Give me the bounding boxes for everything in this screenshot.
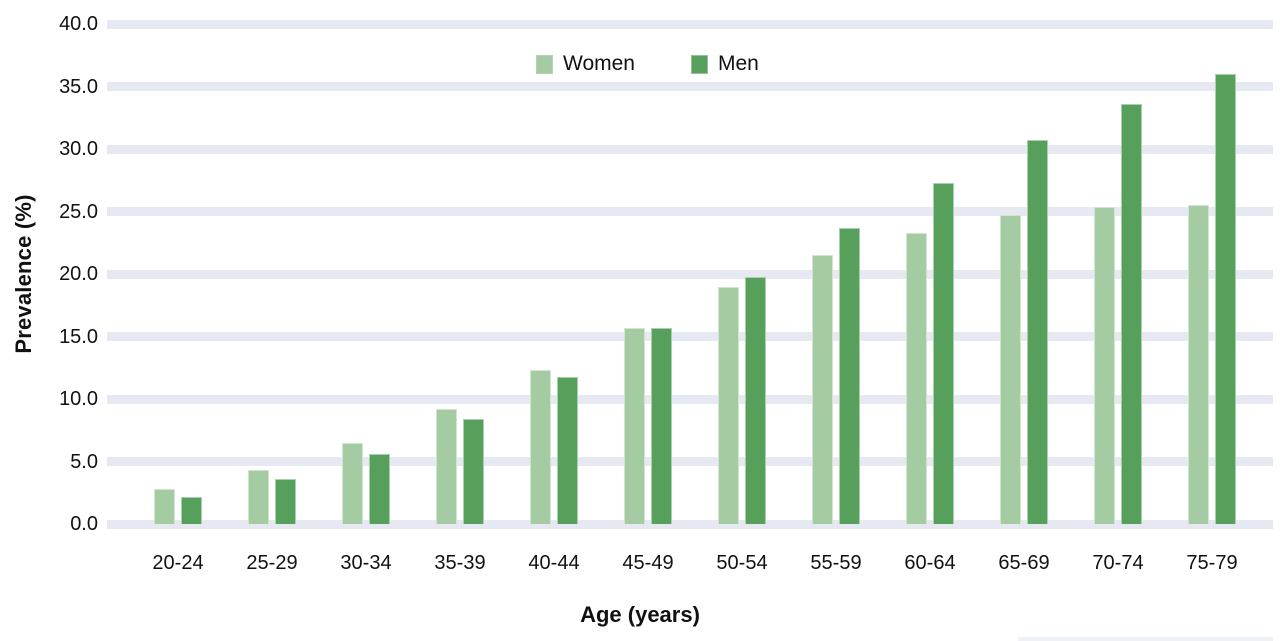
women-swatch-icon: [536, 54, 553, 74]
bar-men-20-24: [181, 496, 202, 524]
bar-women-55-59: [812, 255, 833, 524]
bar-men-35-39: [463, 419, 484, 524]
y-tick-label-15: 15.0: [59, 325, 98, 348]
gridline-15: [107, 332, 1273, 341]
y-tick-label-10: 10.0: [59, 388, 98, 410]
bar-group-40-44: [507, 24, 601, 524]
bar-women-60-64: [906, 232, 927, 524]
bar-women-30-34: [342, 442, 363, 524]
plot-area: [107, 19, 1273, 529]
y-tick-label-20: 20.0: [59, 263, 98, 285]
x-tick-label-45-49: 45-49: [622, 552, 674, 574]
bar-men-30-34: [369, 454, 390, 524]
legend: Women Men: [536, 52, 759, 76]
bar-group-70-74: [1071, 24, 1165, 524]
men-swatch-icon: [690, 54, 708, 74]
x-tick-label-50-54: 50-54: [716, 552, 768, 574]
x-axis-tick-labels: 20-24 25-29 30-34 35-39 40-44 45-49 50-54 55-59…: [107, 552, 1273, 575]
bar-group-75-79: [1165, 24, 1259, 524]
bar-women-65-69: [1000, 215, 1021, 524]
x-tick-label-25-29: 25-29: [246, 552, 298, 574]
bar-men-25-29: [275, 479, 296, 524]
y-tick-label-5: 5.0: [70, 450, 98, 473]
bar-group-30-34: [319, 24, 413, 524]
bar-men-60-64: [933, 182, 954, 524]
bar-men-50-54: [745, 276, 766, 524]
legend-label-men: Men: [717, 52, 759, 75]
x-tick-label-35-39: 35-39: [434, 552, 486, 574]
bar-women-75-79: [1188, 205, 1209, 524]
bar-group-25-29: [225, 24, 319, 524]
gridline-40: [107, 19, 1273, 29]
y-tick-label-0: 0.0: [70, 513, 98, 535]
bar-group-55-59: [789, 24, 883, 524]
bar-men-75-79: [1215, 74, 1236, 524]
gridline-20: [107, 269, 1273, 279]
y-tick-label-35: 35.0: [59, 75, 98, 98]
bar-women-40-44: [530, 370, 551, 524]
gridline-35: [107, 82, 1273, 91]
bar-group-45-49: [601, 24, 695, 524]
bar-men-70-74: [1121, 104, 1142, 524]
bar-women-35-39: [436, 409, 457, 524]
legend-label-women: Women: [563, 52, 635, 75]
x-tick-label-20-24: 20-24: [152, 552, 204, 574]
y-tick-label-40: 40.0: [59, 13, 98, 35]
legend-item-women: Women: [536, 52, 635, 76]
gridline-0: [107, 519, 1273, 529]
bar-group-65-69: [977, 24, 1071, 524]
bar-men-40-44: [557, 376, 578, 524]
gridline-10: [107, 394, 1273, 404]
gridline-25: [107, 207, 1273, 216]
x-tick-label-70-74: 70-74: [1092, 552, 1144, 574]
y-tick-label-25: 25.0: [59, 200, 98, 223]
bar-women-70-74: [1094, 206, 1115, 524]
gridline-5: [107, 457, 1273, 466]
bar-men-65-69: [1027, 140, 1048, 524]
bar-women-20-24: [154, 489, 175, 524]
x-tick-label-40-44: 40-44: [528, 552, 580, 574]
x-tick-label-55-59: 55-59: [810, 552, 862, 574]
gridline-30: [107, 144, 1273, 154]
legend-item-men: Men: [690, 52, 759, 76]
bar-women-50-54: [718, 286, 739, 524]
bar-group-20-24: [131, 24, 225, 524]
bar-women-45-49: [624, 327, 645, 524]
bars-row: [107, 24, 1273, 524]
x-axis-title: Age (years): [580, 602, 700, 627]
bar-group-50-54: [695, 24, 789, 524]
x-tick-label-65-69: 65-69: [998, 552, 1050, 574]
x-tick-label-30-34: 30-34: [340, 552, 392, 574]
x-tick-label-60-64: 60-64: [904, 552, 956, 574]
y-tick-label-30: 30.0: [59, 138, 98, 160]
bar-women-25-29: [248, 470, 269, 524]
x-tick-label-75-79: 75-79: [1186, 552, 1238, 574]
bar-men-55-59: [839, 227, 860, 524]
bar-group-35-39: [413, 24, 507, 524]
bar-group-60-64: [883, 24, 977, 524]
bar-men-45-49: [651, 327, 672, 524]
bottom-edge-band: [1018, 637, 1273, 641]
